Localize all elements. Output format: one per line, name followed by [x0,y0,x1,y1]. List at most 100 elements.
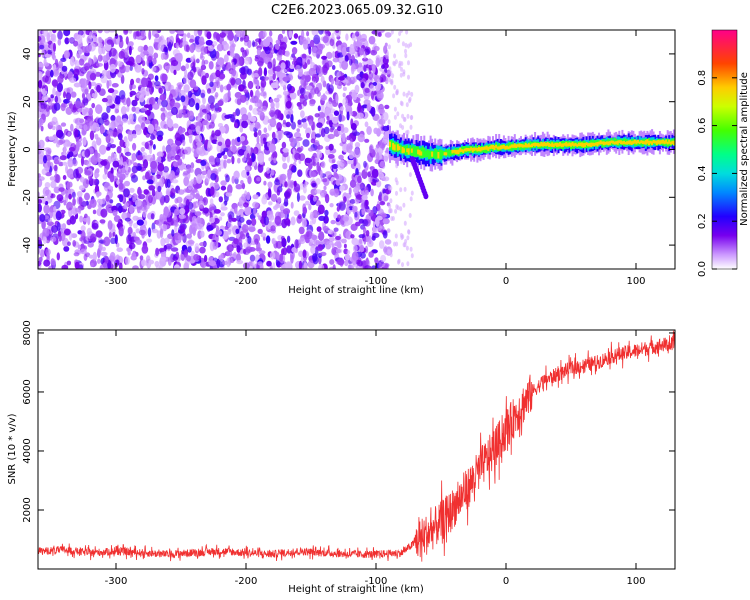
signal-cell [445,152,448,156]
noise-cell [293,33,299,39]
noise-cell [289,64,295,70]
noise-cell [344,253,351,261]
noise-cell [53,69,59,75]
noise-cell [308,163,313,170]
noise-cell [79,118,85,124]
noise-cell [223,147,229,152]
noise-cell [393,106,397,112]
noise-cell [369,144,374,154]
noise-cell [302,100,308,106]
noise-cell [345,33,349,41]
noise-cell [316,150,323,159]
noise-cell [329,259,335,265]
noise-cell [346,160,354,165]
noise-cell [129,90,137,96]
noise-cell [390,216,394,222]
noise-cell [338,201,346,211]
noise-cell [240,180,244,185]
noise-cell [401,41,405,47]
noise-cell [73,128,79,138]
y-tick-label: 2000 [22,497,33,522]
noise-cell [276,130,284,140]
noise-cell [246,153,250,160]
noise-cell [244,56,251,65]
noise-cell [216,33,220,42]
noise-cell [317,204,325,215]
noise-cell [234,122,238,129]
noise-cell [376,215,383,221]
noise-cell [358,234,366,239]
noise-cell [186,194,194,200]
noise-cell [379,74,387,83]
noise-cell [290,201,294,209]
noise-cell [230,114,235,123]
x-tick-label: 100 [626,576,645,587]
noise-cell [294,239,299,249]
noise-cell [175,86,180,96]
noise-cell [371,177,380,183]
noise-cell [67,131,71,138]
noise-cell [405,92,409,98]
noise-cell [177,189,185,195]
noise-cell [343,243,347,249]
noise-cell [360,81,365,89]
noise-cell [141,245,149,254]
noise-cell [298,250,304,258]
noise-cell [209,81,214,88]
noise-cell [366,103,371,112]
noise-cell [283,90,289,96]
noise-cell [163,166,169,173]
noise-cell [270,82,278,89]
noise-cell [171,179,179,184]
noise-cell [224,114,231,120]
noise-cell [409,196,413,202]
noise-cell [147,55,153,63]
noise-cell [75,141,80,151]
noise-cell [332,51,336,59]
noise-cell [251,95,259,104]
noise-cell [231,155,235,165]
noise-cell [196,174,203,184]
noise-cell [119,90,126,100]
noise-cell [70,91,77,98]
noise-cell [157,41,164,52]
noise-cell [41,168,47,175]
noise-cell [88,254,95,259]
noise-cell [275,100,280,109]
noise-cell [370,90,375,100]
noise-cell [64,37,70,45]
noise-cell [310,171,317,178]
noise-cell [353,156,357,167]
noise-cell [256,47,261,56]
noise-cell [171,106,178,116]
noise-cell [302,139,310,147]
noise-cell [151,80,156,88]
noise-cell [302,206,308,215]
noise-cell [150,213,155,220]
noise-cell [378,194,382,202]
noise-cell [347,101,353,106]
noise-cell [47,159,51,168]
noise-cell [270,169,275,176]
noise-cell [320,192,325,198]
noise-cell [199,195,204,202]
noise-cell [249,116,257,122]
colorbar-label: Normalized spectral amplitude [739,72,750,226]
noise-cell [139,255,144,261]
noise-cell [199,242,207,247]
noise-cell [65,106,73,115]
noise-cell [346,135,351,141]
noise-cell [147,227,152,238]
noise-cell [236,136,241,143]
noise-cell [293,210,300,217]
noise-cell [92,62,100,69]
noise-cell [272,64,276,74]
noise-cell [359,246,365,253]
noise-cell [368,235,372,245]
noise-cell [309,101,315,107]
noise-cell [279,253,284,262]
noise-cell [240,94,247,103]
y-tick-label: 8000 [22,320,33,345]
noise-cell [112,210,118,216]
noise-cell [245,166,251,172]
